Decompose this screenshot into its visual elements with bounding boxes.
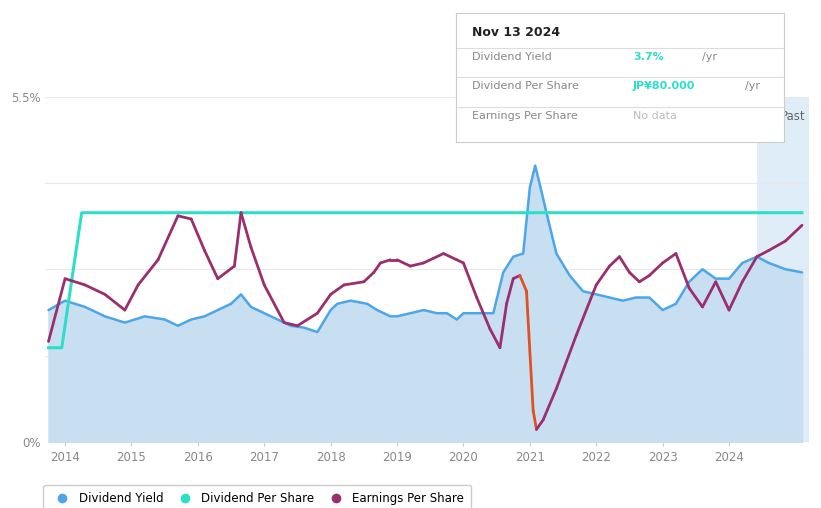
Bar [757, 97, 809, 442]
Text: Nov 13 2024: Nov 13 2024 [472, 25, 560, 39]
Text: 3.7%: 3.7% [633, 52, 663, 61]
Text: Dividend Yield: Dividend Yield [472, 52, 552, 61]
Text: Past: Past [781, 110, 805, 123]
Text: /yr: /yr [702, 52, 717, 61]
Text: Earnings Per Share: Earnings Per Share [472, 111, 578, 121]
Text: No data: No data [633, 111, 677, 121]
Legend: Dividend Yield, Dividend Per Share, Earnings Per Share: Dividend Yield, Dividend Per Share, Earn… [44, 485, 471, 508]
Text: Dividend Per Share: Dividend Per Share [472, 81, 579, 91]
Text: /yr: /yr [745, 81, 759, 91]
Text: JP¥80.000: JP¥80.000 [633, 81, 695, 91]
